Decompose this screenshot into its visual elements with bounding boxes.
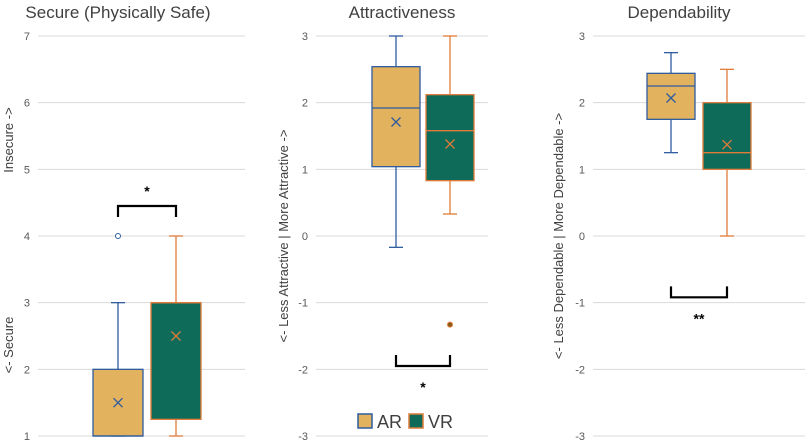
panel-dependability: Dependability <- Less Dependable | More … [551, 3, 805, 443]
y-axis-label-top: Insecure -> [1, 107, 16, 172]
y-tick-label: 3 [24, 298, 30, 310]
y-tick-label: 2 [302, 98, 308, 110]
significance-bracket [116, 204, 178, 217]
legend-label-vr: VR [428, 412, 453, 432]
plot-area-dependability: -3 -2 -1 0 1 2 3 ** [575, 31, 805, 443]
mean-marker-ar [113, 397, 123, 408]
y-tick-label: -3 [575, 431, 585, 443]
y-tick-label: 3 [302, 31, 308, 43]
legend-swatch-ar [357, 413, 373, 429]
y-tick-label: 5 [24, 164, 30, 176]
y-tick-label: -1 [298, 298, 308, 310]
y-axis-label: <- Less Attractive | More Attractive -> [276, 130, 291, 343]
legend: AR VR [357, 412, 453, 432]
y-tick-label: 3 [579, 31, 585, 43]
legend-label-ar: AR [377, 412, 402, 432]
y-tick-label: -2 [298, 364, 308, 376]
outlier-point-ar [115, 233, 121, 239]
box-ar [646, 72, 696, 120]
mean-marker-ar [666, 93, 676, 103]
y-tick-label: 1 [302, 164, 308, 176]
panel-title: Dependability [627, 3, 731, 22]
outlier-point-vr [447, 321, 453, 328]
panel-title: Attractiveness [349, 3, 456, 22]
mean-marker-vr [445, 139, 455, 149]
plot-area-secure: 1 2 3 4 5 6 7 * [24, 31, 245, 443]
mean-marker-vr [171, 331, 181, 341]
y-tick-label: 7 [24, 31, 30, 43]
significance-label: * [420, 379, 426, 395]
y-tick-label: -1 [575, 298, 585, 310]
y-tick-label: 1 [579, 164, 585, 176]
y-tick-label: -3 [298, 431, 308, 443]
box-ar [371, 66, 421, 168]
plot-area-attractiveness: -3 -2 -1 0 1 2 3 * [298, 31, 488, 443]
panel-secure: Secure (Physically Safe) Insecure -> <- … [1, 3, 245, 443]
significance-bracket [669, 286, 729, 299]
y-tick-label: 0 [302, 231, 308, 243]
box-vr [425, 94, 475, 182]
panel-title: Secure (Physically Safe) [25, 3, 210, 22]
box-vr [150, 302, 202, 420]
mean-marker-vr [722, 139, 732, 150]
significance-label: * [144, 183, 150, 199]
y-tick-label: 0 [579, 231, 585, 243]
box-vr [702, 102, 752, 170]
significance-label: ** [694, 310, 705, 326]
legend-swatch-vr [408, 413, 424, 429]
significance-bracket [394, 355, 452, 368]
y-tick-label: 2 [579, 98, 585, 110]
y-tick-label: 1 [24, 431, 30, 443]
y-tick-label: 4 [24, 231, 30, 243]
panel-attractiveness: Attractiveness <- Less Attractive | More… [276, 3, 488, 443]
mean-marker-ar [391, 117, 401, 127]
y-axis-label: <- Less Dependable | More Dependable -> [551, 113, 566, 359]
y-tick-label: 2 [24, 364, 30, 376]
y-tick-label: 6 [24, 98, 30, 110]
y-tick-label: -2 [575, 364, 585, 376]
y-axis-label-bottom: <- Secure [1, 317, 16, 374]
